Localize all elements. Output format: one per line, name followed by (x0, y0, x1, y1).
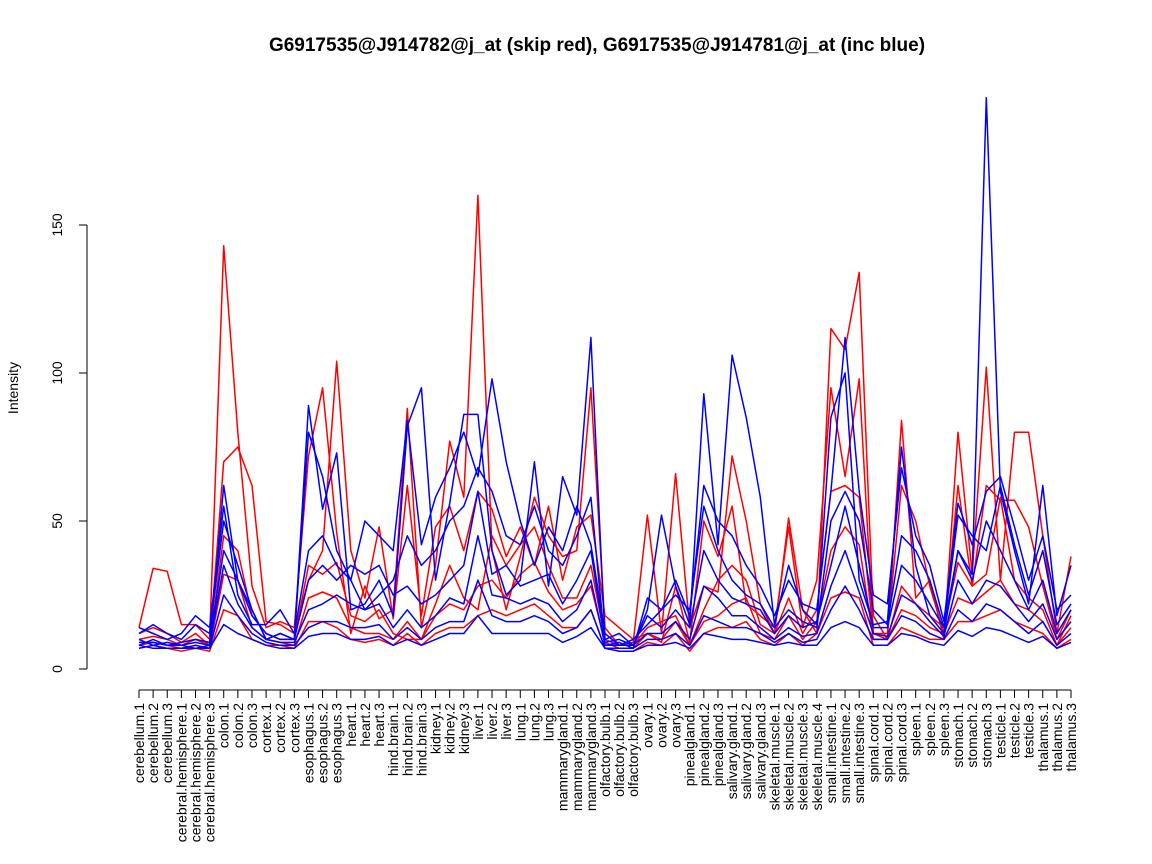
chart-title: G6917535@J914782@j_at (skip red), G69175… (269, 35, 925, 56)
x-tick-label: lung.2 (526, 703, 542, 741)
x-tick-label: hind.brain.2 (399, 703, 415, 776)
x-tick-label: cerebral.hemisphere.3 (202, 703, 218, 843)
x-tick-label: spinal.cord.3 (894, 703, 910, 783)
series-line (138, 614, 1072, 652)
x-tick-label: kidney.3 (456, 703, 472, 754)
x-tick-label: spleen.2 (922, 703, 938, 756)
x-tick-label: salivary.gland.3 (752, 703, 768, 799)
x-tick-label: cerebral.hemisphere.2 (187, 703, 203, 843)
x-tick-label: colon.2 (230, 703, 246, 748)
x-tick-label: esophagus.1 (300, 703, 316, 783)
x-tick-label: ovary.1 (639, 703, 655, 748)
x-tick-label: ovary.2 (653, 703, 669, 748)
x-tick-label: testicle.2 (1007, 703, 1023, 758)
x-tick-label: esophagus.2 (315, 703, 331, 783)
x-tick-label: hind.brain.3 (413, 703, 429, 776)
series-line (138, 336, 1072, 650)
x-tick-label: olfactory.bulb.2 (611, 703, 627, 797)
x-tick-label: heart.2 (357, 703, 373, 747)
y-tick-label: 0 (49, 665, 65, 673)
series-line (138, 360, 1072, 647)
x-tick-label: spinal.cord.2 (879, 703, 895, 783)
x-tick-label: heart.3 (371, 703, 387, 747)
x-tick-label: kidney.2 (442, 703, 458, 754)
x-tick-label: spinal.cord.1 (865, 703, 881, 783)
x-tick-label: olfactory.bulb.1 (597, 703, 613, 797)
x-tick-label: heart.1 (343, 703, 359, 747)
series-line (138, 194, 1072, 647)
x-axis: cerebellum.1cerebellum.2cerebellum.3cere… (131, 689, 1079, 843)
x-tick-label: thalamus.1 (1035, 703, 1051, 772)
x-tick-label: stomach.1 (950, 703, 966, 768)
y-tick-label: 150 (49, 213, 65, 237)
x-tick-label: salivary.gland.1 (724, 703, 740, 799)
x-tick-label: testicle.3 (1021, 703, 1037, 758)
x-tick-label: spleen.3 (936, 703, 952, 756)
x-tick-label: hind.brain.1 (385, 703, 401, 776)
x-tick-label: cerebral.hemisphere.1 (173, 703, 189, 843)
x-tick-label: cortex.1 (258, 703, 274, 753)
x-tick-label: liver.1 (470, 703, 486, 740)
x-tick-label: olfactory.bulb.3 (625, 703, 641, 797)
series-line (138, 96, 1072, 650)
x-tick-label: stomach.3 (978, 703, 994, 768)
x-tick-label: small.intestine.3 (851, 703, 867, 804)
x-tick-label: pinealgland.3 (710, 703, 726, 787)
x-tick-label: cerebellum.3 (159, 703, 175, 783)
x-tick-label: pinealgland.2 (696, 703, 712, 787)
x-tick-label: lung.1 (512, 703, 528, 741)
y-axis-label: Intensity (5, 362, 21, 414)
x-tick-label: esophagus.3 (329, 703, 345, 783)
x-tick-label: liver.3 (498, 703, 514, 740)
x-tick-label: small.intestine.2 (837, 703, 853, 804)
x-tick-label: thalamus.3 (1063, 703, 1079, 772)
x-tick-label: mammarygland.1 (555, 703, 571, 811)
x-tick-label: pinealgland.1 (682, 703, 698, 787)
x-tick-label: skeletal.muscle.2 (781, 703, 797, 811)
x-tick-label: small.intestine.1 (823, 703, 839, 804)
x-tick-label: skeletal.muscle.4 (809, 703, 825, 811)
x-tick-label: skeletal.muscle.3 (795, 703, 811, 811)
x-tick-label: cortex.3 (286, 703, 302, 753)
y-tick-label: 100 (49, 361, 65, 385)
x-tick-label: ovary.3 (668, 703, 684, 748)
x-tick-label: stomach.2 (964, 703, 980, 768)
x-tick-label: lung.3 (541, 703, 557, 741)
y-axis: 0 50 100 150 (49, 213, 88, 673)
x-tick-label: kidney.1 (428, 703, 444, 754)
y-tick-label: 50 (49, 513, 65, 529)
x-tick-label: mammarygland.2 (569, 703, 585, 811)
x-tick-label: spleen.1 (908, 703, 924, 756)
x-tick-label: testicle.1 (992, 703, 1008, 758)
x-tick-label: cerebellum.1 (131, 703, 147, 783)
x-tick-label: salivary.gland.2 (738, 703, 754, 799)
x-tick-label: thalamus.2 (1049, 703, 1065, 772)
x-tick-label: cortex.2 (272, 703, 288, 753)
x-tick-label: skeletal.muscle.1 (766, 703, 782, 811)
series-layer (138, 96, 1072, 652)
x-tick-label: mammarygland.3 (583, 703, 599, 811)
x-tick-label: colon.3 (244, 703, 260, 748)
x-tick-label: liver.2 (484, 703, 500, 740)
x-tick-label: cerebellum.2 (145, 703, 161, 783)
x-tick-label: colon.1 (216, 703, 232, 748)
